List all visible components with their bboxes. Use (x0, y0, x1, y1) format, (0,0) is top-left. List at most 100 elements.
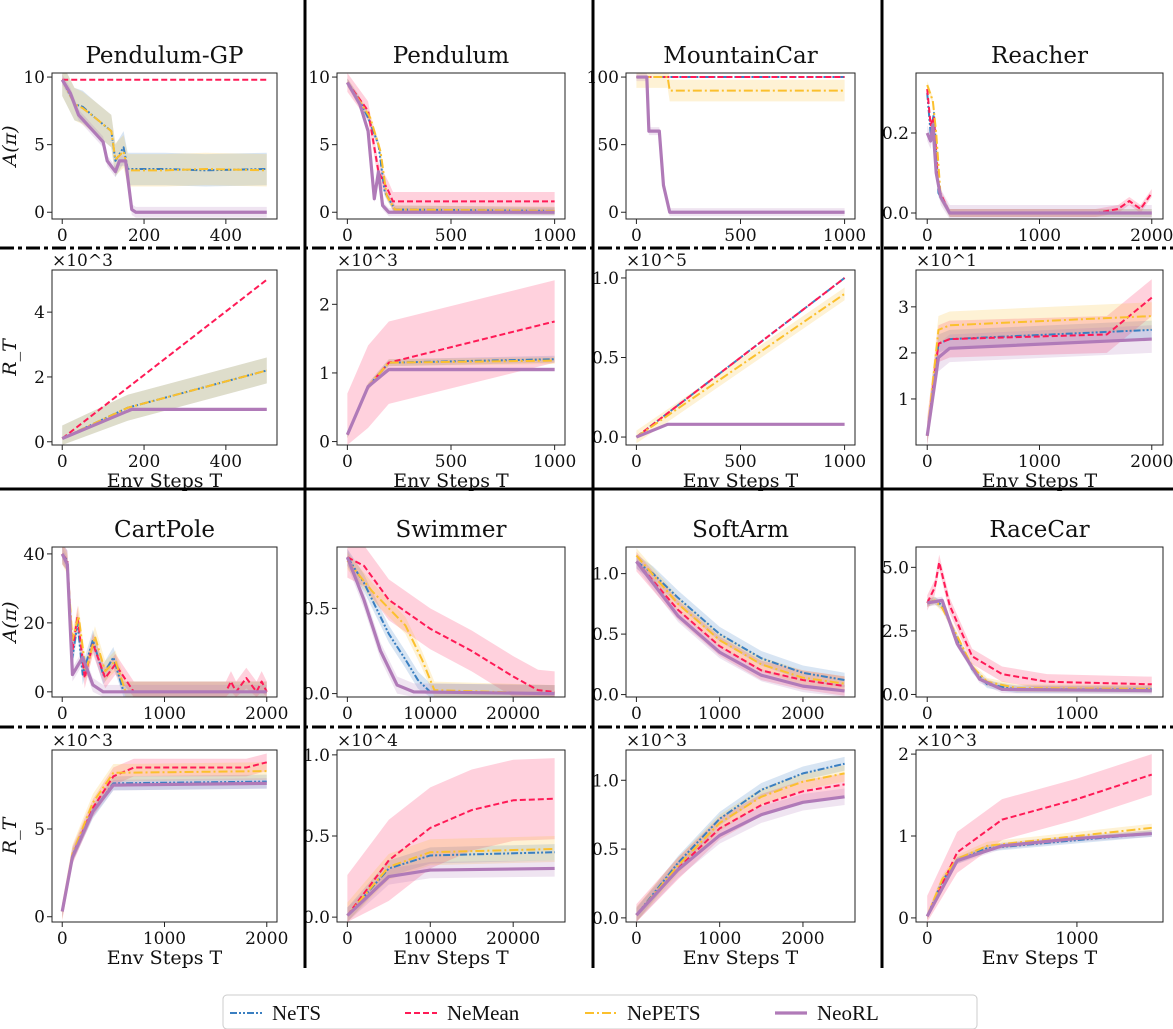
x-axis-label: Env Steps T (683, 947, 799, 969)
x-tick-label: 2000 (1130, 226, 1173, 246)
series-nets (346, 851, 555, 917)
series-neorl (61, 407, 267, 440)
y-tick-label: 5 (34, 820, 45, 840)
panel-mountaincar: 0 500 1000 0 50 100 MountainCar (587, 43, 867, 246)
x-tick-label: 200 (128, 226, 160, 246)
y-tick-label: 1.0 (592, 269, 619, 289)
y-tick-label: 1 (319, 364, 330, 384)
band-nemean (347, 758, 555, 922)
x-axis-label: Env Steps T (107, 947, 223, 969)
panel-swimmer: 0 10000 20000 0.0 0.5 Swimmer (303, 517, 566, 724)
legend-label-nepets: NePETS (627, 1001, 701, 1025)
series-neorl (346, 866, 555, 917)
panel-returns-0: 0 1000 2000 0 5 Env Steps T ×10^3 R_T (0, 731, 288, 969)
band-nets (62, 357, 267, 445)
band-nepets (636, 765, 845, 922)
panel-title: Reacher (991, 43, 1088, 69)
plot-area (60, 73, 267, 218)
series-nets (926, 328, 1152, 436)
y-tick-label: 0.0 (882, 204, 909, 224)
y-tick-label: 3 (898, 298, 909, 318)
y-tick-label: 10 (308, 68, 330, 88)
panel-returns-1: 0 10000 20000 0.0 0.5 1.0 Env Steps T ×10^4 (303, 731, 566, 969)
legend-label-neorl: NeoRL (817, 1001, 879, 1025)
band-nemean (927, 754, 1152, 922)
series-nets (635, 762, 845, 916)
axes-frame (915, 546, 1164, 698)
panel-returns-0: 0 200 400 0 2 4 Env Steps T ×10^3 R_T (0, 251, 278, 492)
band-nemean (347, 73, 555, 211)
x-tick-label: 0 (342, 704, 353, 724)
panel-returns-3: 0 1000 0 1 2 Env Steps T ×10^3 (898, 731, 1164, 969)
x-tick-label: 0 (57, 704, 68, 724)
y-tick-label: 0 (319, 203, 330, 223)
series-nepets (926, 599, 1152, 690)
panel-title: Pendulum-GP (85, 43, 243, 69)
series-neorl (635, 560, 845, 693)
panel-cartpole: 0 1000 2000 0 20 40 CartPole A(π) (0, 517, 288, 724)
y-tick-label: 0.0 (303, 685, 330, 705)
x-tick-label: 1000 (823, 226, 866, 246)
y-tick-label: 2 (34, 368, 45, 388)
series-nemean (926, 561, 1152, 686)
x-tick-label: 20000 (486, 929, 540, 949)
plot-area (345, 73, 555, 217)
y-tick-label: 2 (898, 344, 909, 364)
x-tick-label: 400 (210, 452, 242, 472)
panel-racecar: 0 1000 0.0 2.5 5.0 RaceCar (882, 517, 1164, 724)
band-nemean (62, 753, 267, 921)
y-axis-label: R_T (0, 338, 21, 377)
plot-area (635, 277, 846, 444)
band-nepets (62, 547, 267, 697)
x-tick-label: 0 (922, 452, 933, 472)
y-tick-label: 0.5 (592, 349, 619, 369)
axis-exponent: ×10^3 (626, 731, 687, 751)
x-tick-label: 0 (631, 929, 642, 949)
y-tick-label: 20 (23, 614, 45, 634)
plot-area (925, 754, 1153, 922)
y-tick-label: 0.5 (592, 625, 619, 645)
y-tick-label: 0.5 (592, 840, 619, 860)
x-tick-label: 0 (342, 226, 353, 246)
panel-returns-2: 0 1000 2000 0.0 0.5 1.0 Env Steps T ×10^3 (592, 731, 856, 969)
y-tick-label: 0 (34, 908, 45, 928)
series-nepets (635, 772, 845, 916)
band-neorl (927, 117, 1152, 219)
axes-frame (625, 546, 856, 698)
x-tick-label: 2000 (1130, 452, 1173, 472)
panel-pendulum: 0 500 1000 0 5 10 Pendulum (308, 43, 576, 246)
band-nets (927, 89, 1152, 217)
axes-frame (915, 72, 1164, 220)
band-nemean (636, 551, 845, 696)
band-nepets (62, 762, 267, 921)
series-nepets (926, 84, 1152, 214)
panel-softarm: 0 1000 2000 0.0 0.5 1.0 SoftArm (592, 517, 856, 724)
x-axis-label: Env Steps T (683, 470, 799, 492)
band-nepets (62, 357, 267, 445)
band-nepets (347, 836, 555, 922)
series-neorl (926, 598, 1152, 693)
x-tick-label: 20000 (486, 704, 540, 724)
series-nepets (346, 847, 555, 917)
band-neorl (636, 788, 845, 922)
series-neorl (345, 556, 555, 696)
plot-area (926, 554, 1152, 695)
x-tick-label: 1000 (533, 452, 576, 472)
panel-reacher: 0 1000 2000 0.0 0.2 Reacher (882, 43, 1173, 246)
plot-area (60, 547, 268, 697)
panel-title: Swimmer (395, 517, 506, 543)
y-tick-label: 0.5 (303, 827, 330, 847)
x-tick-label: 1000 (698, 704, 741, 724)
band-nets (636, 554, 845, 688)
x-tick-label: 0 (57, 226, 68, 246)
plot-area (345, 280, 555, 445)
x-axis-label: Env Steps T (393, 470, 509, 492)
series-nemean (926, 296, 1153, 436)
series-nepets (61, 553, 267, 693)
x-tick-label: 1000 (1055, 929, 1098, 949)
series-neorl (345, 367, 555, 436)
y-tick-label: 0 (34, 683, 45, 703)
band-nemean (347, 280, 555, 445)
y-tick-label: 1 (898, 390, 909, 410)
